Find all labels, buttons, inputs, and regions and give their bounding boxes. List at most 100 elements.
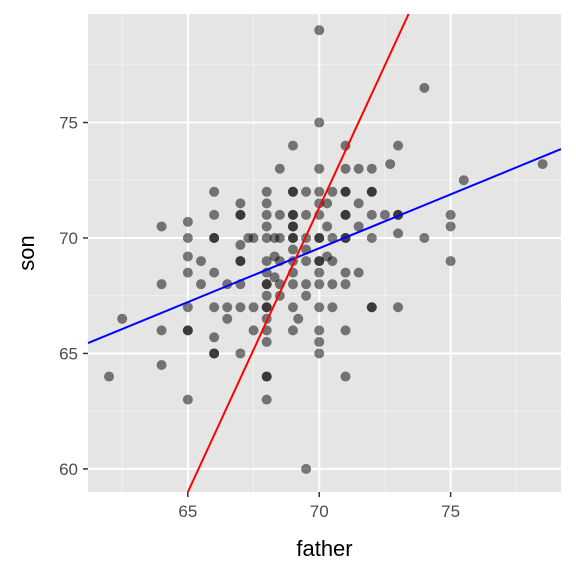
data-point — [353, 163, 364, 174]
data-point — [209, 267, 220, 278]
data-point — [385, 159, 396, 170]
data-point — [104, 371, 115, 382]
data-point — [340, 279, 351, 290]
data-point — [209, 302, 220, 313]
data-point — [314, 348, 325, 359]
data-point — [314, 336, 325, 347]
data-point — [287, 186, 298, 197]
data-point — [340, 163, 351, 174]
data-point — [182, 325, 193, 336]
data-point — [314, 256, 325, 267]
data-point — [445, 209, 456, 220]
data-point — [314, 267, 325, 278]
data-point — [248, 302, 259, 313]
data-point — [287, 140, 298, 151]
data-point — [261, 256, 272, 267]
data-point — [209, 186, 220, 197]
data-point — [301, 290, 312, 301]
data-point — [301, 279, 312, 290]
data-point — [261, 198, 272, 209]
data-point — [353, 267, 364, 278]
data-point — [301, 186, 312, 197]
data-point — [366, 232, 377, 243]
data-point — [209, 332, 220, 343]
x-axis-title: father — [296, 536, 352, 561]
data-point — [156, 279, 167, 290]
data-point — [327, 256, 338, 267]
data-point — [274, 209, 285, 220]
data-point — [301, 209, 312, 220]
data-point — [222, 313, 233, 324]
data-point — [274, 232, 285, 243]
data-point — [209, 232, 220, 243]
tick-labels: 65 70 75 60 65 70 75 — [59, 114, 460, 521]
data-point — [261, 209, 272, 220]
data-point — [261, 232, 272, 243]
data-point — [393, 302, 404, 313]
data-point — [537, 159, 548, 170]
data-point — [327, 279, 338, 290]
data-point — [261, 290, 272, 301]
data-point — [322, 221, 333, 232]
data-point — [261, 302, 272, 313]
data-point — [327, 232, 338, 243]
data-point — [287, 325, 298, 336]
data-point — [293, 313, 304, 324]
data-point — [195, 256, 206, 267]
data-point — [261, 336, 272, 347]
data-point — [340, 186, 351, 197]
data-point — [182, 267, 193, 278]
data-point — [419, 82, 430, 93]
y-tick-label: 60 — [59, 460, 78, 479]
x-tick-label: 65 — [178, 502, 197, 521]
data-point — [322, 198, 333, 209]
data-point — [379, 209, 390, 220]
data-point — [314, 279, 325, 290]
data-point — [458, 175, 469, 186]
data-point — [340, 209, 351, 220]
data-point — [117, 313, 128, 324]
data-point — [340, 267, 351, 278]
data-point — [182, 232, 193, 243]
data-point — [248, 325, 259, 336]
data-point — [314, 325, 325, 336]
data-point — [419, 232, 430, 243]
y-tick-label: 70 — [59, 229, 78, 248]
data-point — [235, 209, 246, 220]
major-gridlines — [88, 14, 561, 492]
data-point — [366, 186, 377, 197]
data-point — [182, 302, 193, 313]
y-tick-label: 65 — [59, 344, 78, 363]
data-point — [235, 198, 246, 209]
data-point — [314, 25, 325, 36]
data-point — [182, 216, 193, 227]
data-point — [287, 302, 298, 313]
data-point — [274, 163, 285, 174]
data-point — [287, 244, 298, 255]
data-point — [314, 186, 325, 197]
fit-line — [186, 13, 410, 493]
data-point — [261, 186, 272, 197]
axis-ticks — [83, 121, 452, 497]
data-point — [340, 325, 351, 336]
data-point — [195, 279, 206, 290]
data-point — [261, 371, 272, 382]
data-point — [366, 209, 377, 220]
data-point — [314, 117, 325, 128]
x-tick-label: 70 — [310, 502, 329, 521]
data-point — [314, 232, 325, 243]
minor-gridlines — [88, 14, 561, 492]
data-point — [287, 209, 298, 220]
data-point — [327, 302, 338, 313]
data-point — [261, 394, 272, 405]
data-point — [327, 186, 338, 197]
data-point — [366, 302, 377, 313]
data-point — [353, 198, 364, 209]
y-axis-title: son — [14, 235, 39, 270]
data-point — [222, 302, 233, 313]
data-point — [314, 302, 325, 313]
data-point — [314, 163, 325, 174]
data-point — [248, 232, 259, 243]
data-point — [445, 221, 456, 232]
